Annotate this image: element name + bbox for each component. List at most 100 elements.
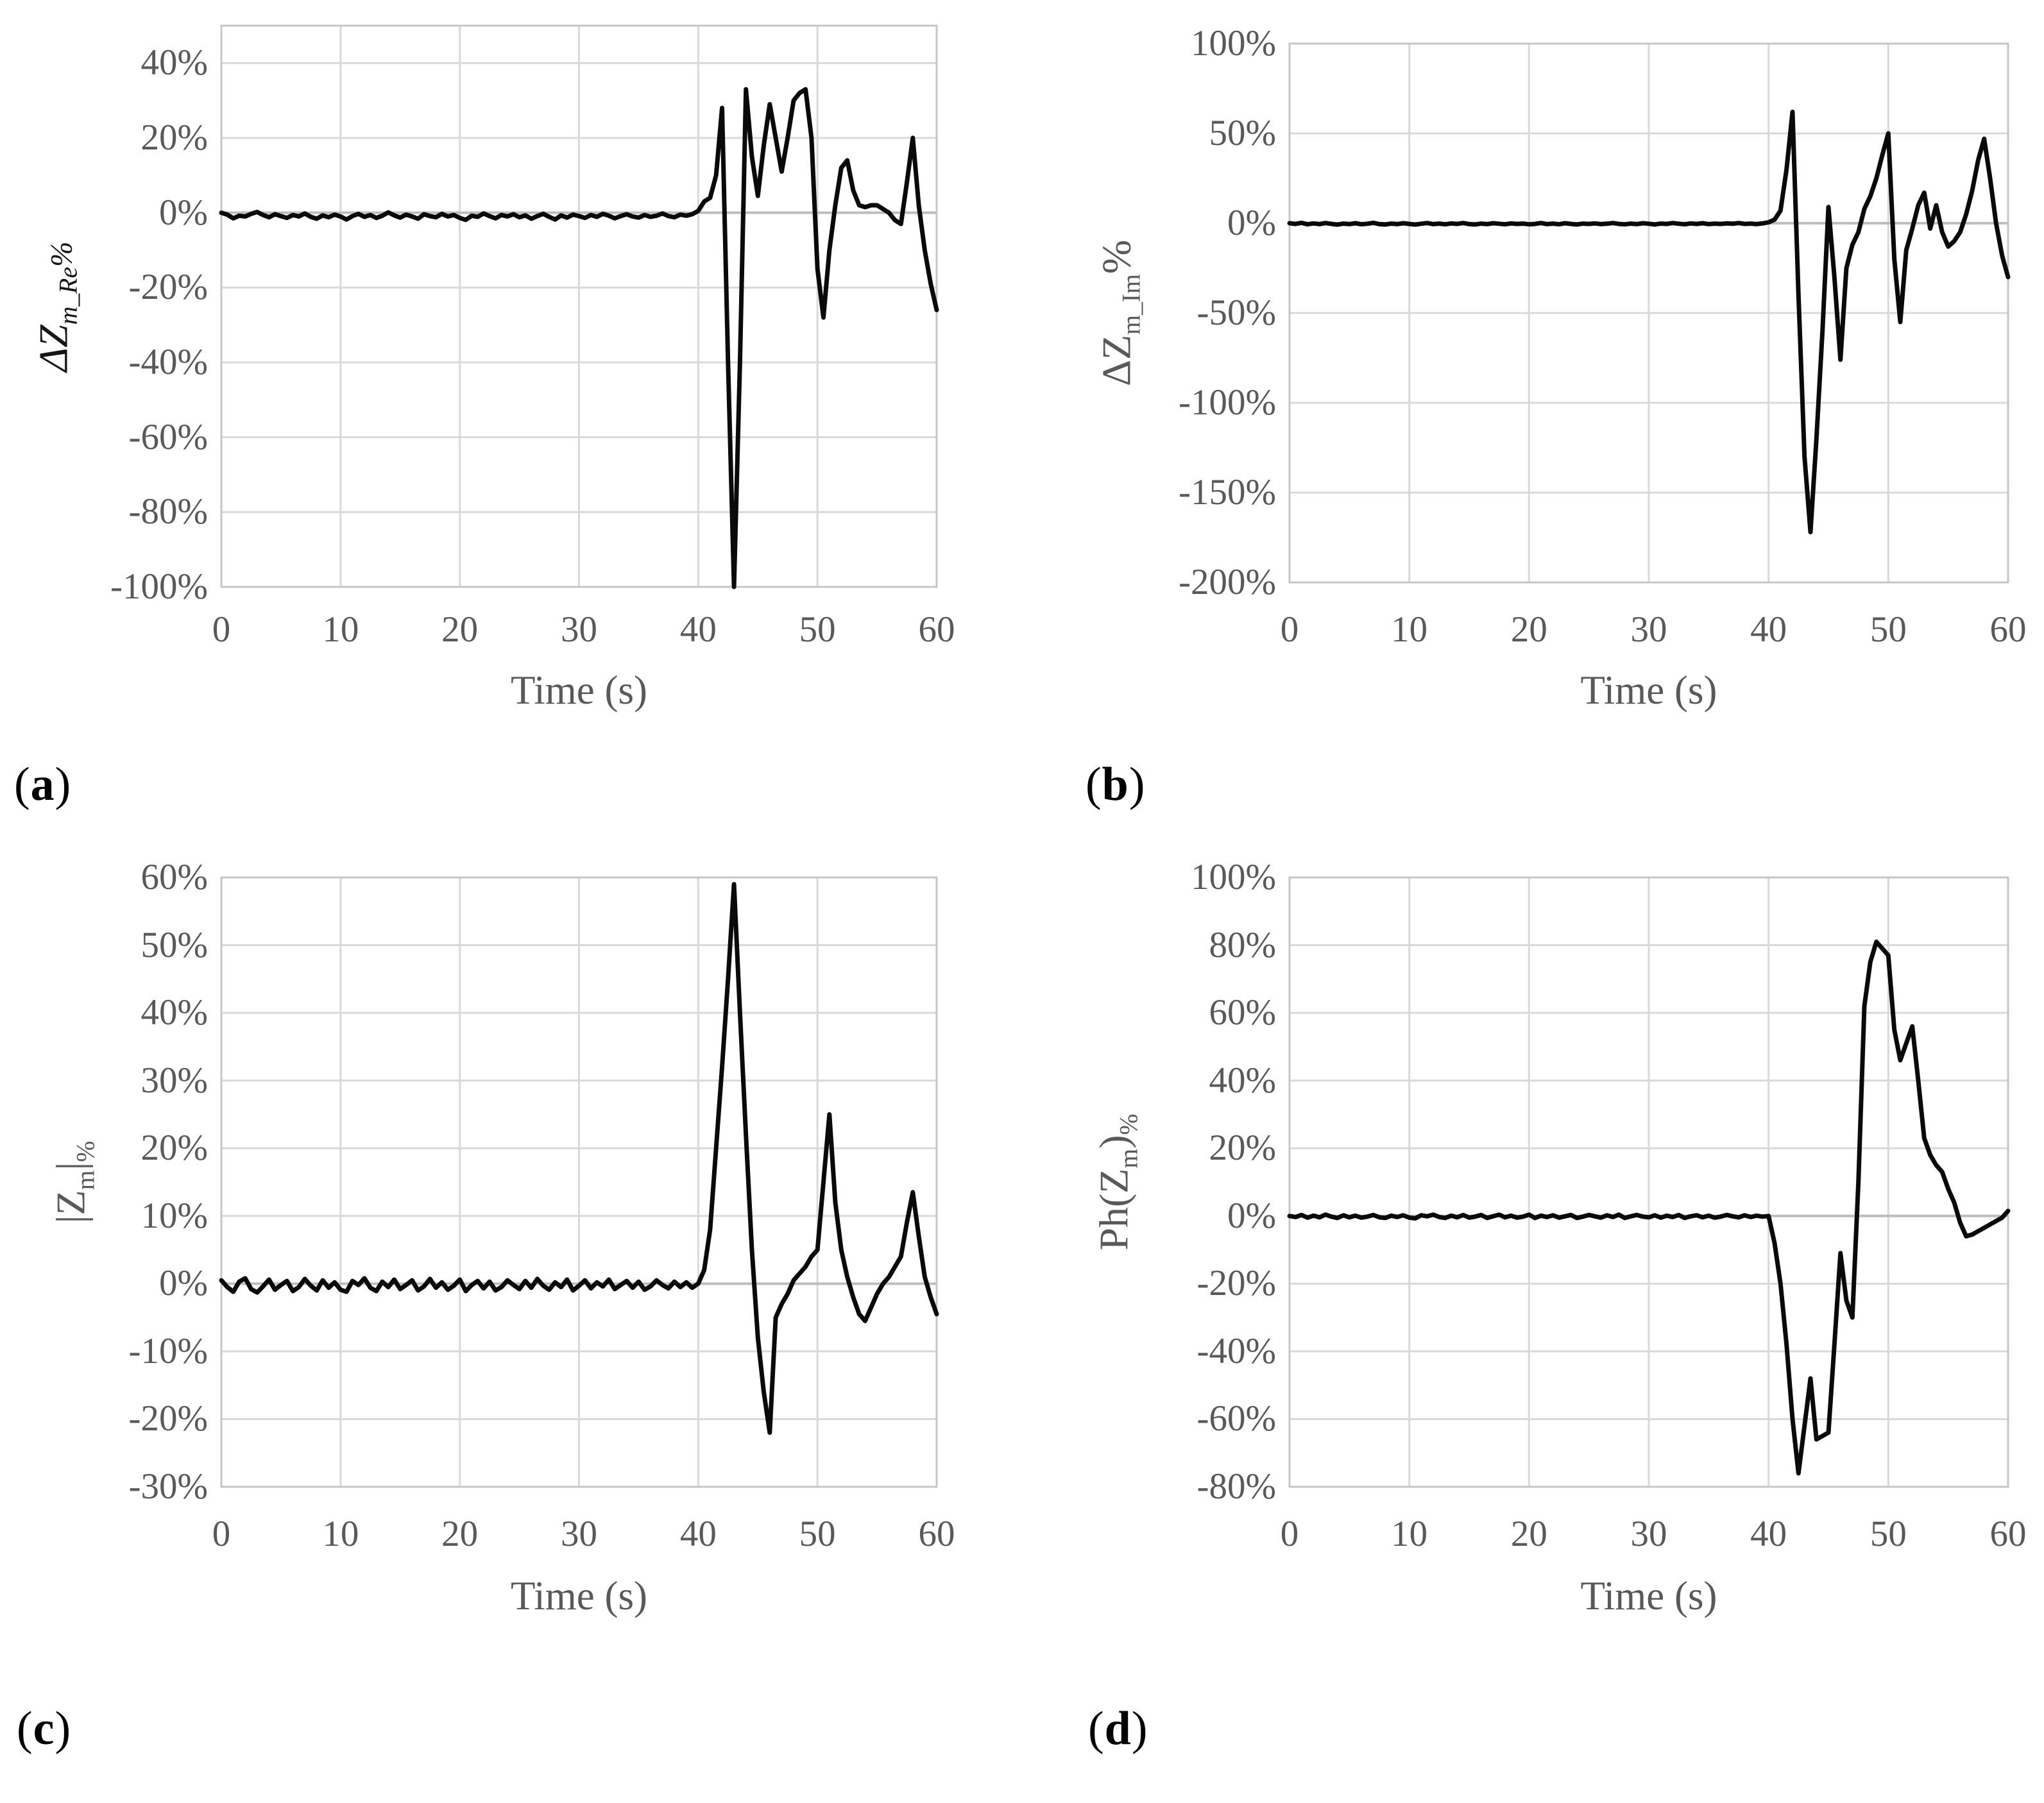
x-tick-label: 30: [1630, 609, 1667, 650]
x-tick-label: 20: [441, 609, 479, 650]
y-axis-title-segment: m_Im: [1117, 274, 1146, 335]
x-axis-title: Time (s): [1580, 668, 1717, 713]
y-axis-title-segment: |Z: [47, 1190, 94, 1224]
y-tick-label: 40%: [141, 992, 208, 1033]
y-tick-label: 0%: [159, 1263, 208, 1304]
x-tick-label: 10: [322, 609, 359, 650]
x-tick-label: 0: [1280, 609, 1299, 650]
panel-caption-text: ): [55, 758, 72, 811]
plot-border: [220, 24, 938, 588]
x-tick-label: 30: [561, 609, 597, 650]
y-axis-title-segment: ): [1091, 1135, 1137, 1149]
plot-area-c: [219, 876, 939, 1488]
y-tick-label: -20%: [128, 267, 208, 308]
x-tick-label: 0: [212, 1514, 231, 1554]
y-tick-label: -10%: [128, 1330, 208, 1371]
y-axis-title: ΔZm_Im%: [1093, 239, 1154, 387]
y-axis-title-segment: %: [1093, 239, 1139, 275]
x-tick-label: 0: [212, 609, 231, 650]
panel-caption-text: (: [1088, 1702, 1105, 1755]
y-tick-label: -30%: [128, 1466, 208, 1507]
x-tick-label: 50: [1869, 1514, 1907, 1554]
x-tick-label: 30: [1630, 1514, 1667, 1554]
plot-area-b: [1287, 42, 2011, 584]
panel-caption-b: (b): [1086, 757, 1145, 812]
x-axis-title: Time (s): [1580, 1573, 1717, 1618]
plot-area-a: [219, 24, 939, 589]
y-tick-label: -40%: [1197, 1330, 1276, 1371]
panel-caption-text: ): [1131, 1702, 1148, 1755]
plot-border: [1288, 42, 2009, 584]
panel-caption-text: b: [1102, 758, 1129, 811]
y-tick-label: 40%: [1209, 1060, 1276, 1101]
y-tick-label: 60%: [1209, 992, 1276, 1033]
x-tick-label: 60: [918, 609, 955, 650]
panel-caption-a: (a): [14, 757, 71, 812]
data-line-c: [219, 882, 939, 1435]
x-tick-label: 20: [1510, 609, 1547, 650]
x-tick-label: 10: [1391, 1514, 1428, 1554]
y-tick-label: 30%: [141, 1060, 208, 1101]
plot-border: [1288, 876, 2009, 1488]
x-tick-label: 10: [322, 1514, 359, 1554]
x-tick-label: 60: [1989, 609, 2027, 650]
y-axis-title-segment: ΔZ: [1093, 334, 1139, 387]
y-tick-label: -60%: [128, 416, 208, 457]
y-tick-label: -20%: [1197, 1263, 1276, 1304]
panel-caption-text: (: [17, 1702, 33, 1755]
x-tick-label: 20: [1510, 1514, 1547, 1554]
panel-caption-text: (: [1086, 758, 1102, 811]
x-tick-label: 40: [679, 1514, 717, 1554]
panel-caption-c: (c): [17, 1701, 71, 1756]
x-tick-label: 40: [1750, 609, 1787, 650]
y-tick-label: 20%: [1209, 1128, 1276, 1169]
y-axis-title-segment: %: [71, 1140, 100, 1162]
x-axis-title: Time (s): [511, 668, 647, 713]
panel-caption-text: c: [33, 1702, 55, 1755]
plot-border: [220, 876, 938, 1488]
y-axis-title-segment: m: [1114, 1148, 1143, 1169]
y-tick-label: 50%: [1209, 113, 1276, 153]
y-tick-label: 100%: [1191, 23, 1276, 63]
plot-area-d: [1287, 876, 2011, 1488]
y-tick-label: -60%: [1197, 1398, 1276, 1439]
panel-caption-text: (: [14, 758, 31, 811]
y-axis-title: Ph(Zm)%: [1091, 1113, 1151, 1250]
panel-caption-text: a: [30, 758, 55, 811]
y-axis-title-segment: ΔZ: [30, 324, 76, 371]
x-tick-label: 40: [1750, 1514, 1787, 1554]
y-tick-label: 20%: [141, 1128, 208, 1169]
y-tick-label: 0%: [1227, 1195, 1276, 1236]
y-axis-title-segment: Ph(Z: [1091, 1168, 1137, 1251]
y-tick-label: 0%: [1227, 203, 1276, 243]
x-tick-label: 60: [918, 1514, 955, 1554]
y-tick-label: 10%: [141, 1195, 208, 1236]
panel-caption-text: d: [1104, 1702, 1132, 1755]
y-tick-label: -80%: [128, 491, 208, 532]
panel-caption-text: ): [1128, 758, 1146, 811]
y-tick-label: 100%: [1191, 857, 1276, 897]
x-tick-label: 50: [799, 1514, 836, 1554]
x-tick-label: 50: [799, 609, 836, 650]
y-axis-title-segment: m: [71, 1170, 100, 1190]
y-tick-label: -100%: [1179, 382, 1276, 423]
panel-caption-d: (d): [1088, 1701, 1148, 1756]
y-tick-label: 0%: [159, 192, 208, 233]
y-tick-label: -150%: [1179, 472, 1276, 512]
y-tick-label: -80%: [1197, 1466, 1276, 1507]
x-tick-label: 30: [561, 1514, 597, 1554]
y-axis-title-segment: |: [47, 1162, 94, 1171]
y-axis-title-segment: %: [1114, 1113, 1143, 1135]
x-tick-label: 0: [1280, 1514, 1299, 1554]
y-tick-label: -200%: [1179, 562, 1276, 602]
y-axis-title-segment: %: [45, 241, 79, 267]
x-tick-label: 40: [679, 609, 717, 650]
y-tick-label: -40%: [128, 342, 208, 382]
panel-caption-text: ): [55, 1702, 72, 1755]
y-axis-title: ΔZm_Re%: [30, 241, 90, 371]
y-axis-title-segment: m_Re: [54, 266, 83, 325]
y-tick-label: 50%: [141, 924, 208, 965]
